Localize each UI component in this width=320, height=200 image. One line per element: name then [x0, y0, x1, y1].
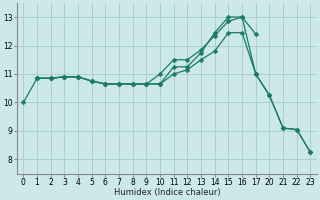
X-axis label: Humidex (Indice chaleur): Humidex (Indice chaleur)	[114, 188, 220, 197]
